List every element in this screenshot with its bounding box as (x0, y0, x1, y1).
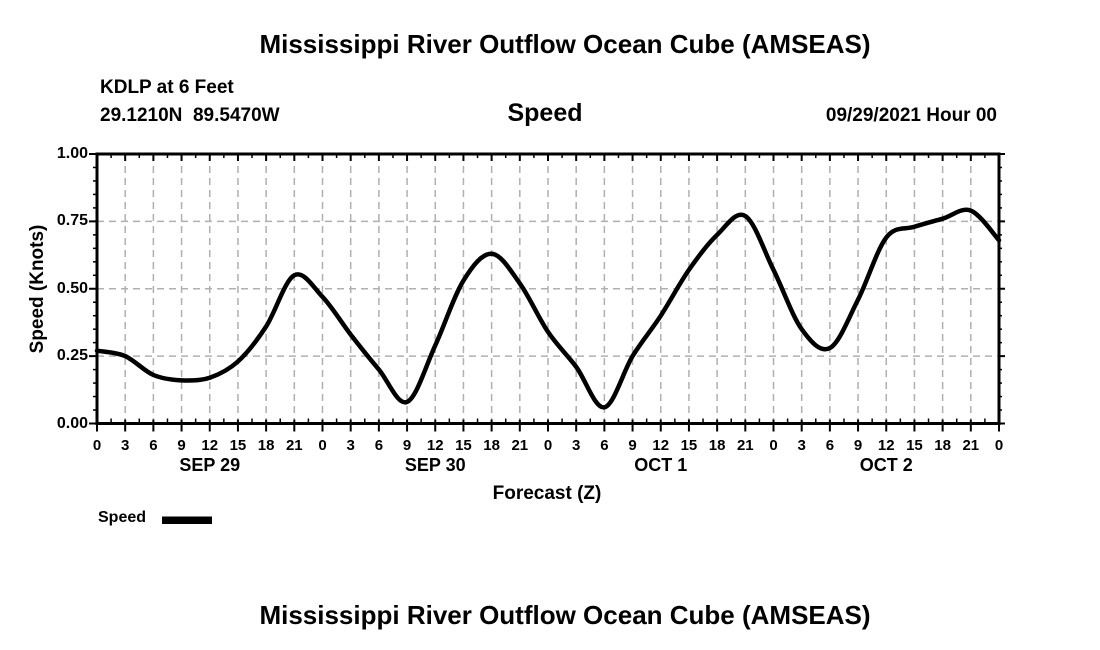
station-name: KDLP at 6 Feet (100, 77, 234, 98)
x-tick-label: 6 (374, 437, 384, 454)
x-tick-label: 0 (543, 437, 553, 454)
x-tick-label: 9 (402, 437, 412, 454)
plot-frame (95, 152, 1001, 425)
speed-curve (94, 207, 1002, 410)
x-axis-label: Forecast (Z) (492, 483, 602, 504)
x-tick-label: 12 (652, 437, 670, 454)
y-tick-label: 0.50 (56, 279, 88, 297)
x-tick-label: 12 (201, 437, 219, 454)
x-tick-label: 3 (121, 437, 130, 454)
x-tick-label: 0 (769, 437, 778, 454)
y-tick-label: 1.00 (56, 145, 88, 162)
run-datetime: 09/29/2021 Hour 00 (825, 105, 997, 126)
legend-label: Speed (98, 509, 147, 526)
x-tick-label: 15 (455, 437, 472, 454)
x-tick-label: 21 (285, 437, 303, 454)
x-tick-label: 9 (853, 437, 863, 454)
x-tick-label: 18 (934, 437, 951, 454)
x-tick-label: 15 (906, 437, 923, 454)
x-tick-label: 3 (346, 437, 355, 454)
legend-line-swatch (162, 516, 212, 524)
x-tick-label: 0 (994, 437, 1004, 454)
x-tick-label: 12 (877, 437, 895, 454)
x-tick-label: 15 (229, 437, 247, 454)
x-tick-label: 3 (797, 437, 806, 454)
x-tick-label: 12 (426, 437, 444, 454)
x-tick-label: 18 (257, 437, 275, 454)
station-coordinates: 29.1210N 89.5470W (100, 105, 280, 126)
top-title: Mississippi River Outflow Ocean Cube (AM… (259, 29, 871, 59)
x-tick-label: 9 (177, 437, 186, 454)
y-tick-label: 0.75 (56, 212, 88, 230)
x-tick-label: 21 (511, 437, 529, 454)
x-tick-label: 0 (92, 437, 102, 454)
y-tick-label: 0.25 (56, 347, 88, 365)
x-tick-label: 6 (600, 437, 609, 454)
bottom-title: Mississippi River Outflow Ocean Cube (AM… (259, 600, 871, 630)
x-tick-label: 3 (572, 437, 581, 454)
x-tick-label: 6 (149, 437, 158, 454)
x-tick-label: 0 (318, 437, 327, 454)
x-day-label: SEP 30 (404, 455, 466, 475)
x-day-label: OCT 2 (859, 455, 913, 475)
x-tick-label: 9 (628, 437, 637, 454)
x-tick-label: 18 (708, 437, 726, 454)
y-tick-label: 0.00 (56, 414, 88, 432)
x-tick-label: 6 (825, 437, 835, 454)
x-day-label: SEP 29 (179, 455, 241, 475)
x-tick-label: 21 (736, 437, 754, 454)
x-day-label: OCT 1 (634, 455, 688, 475)
x-tick-label: 18 (483, 437, 500, 454)
panel-title: Speed (507, 99, 583, 127)
x-tick-label: 15 (680, 437, 698, 454)
x-tick-label: 21 (962, 437, 980, 454)
